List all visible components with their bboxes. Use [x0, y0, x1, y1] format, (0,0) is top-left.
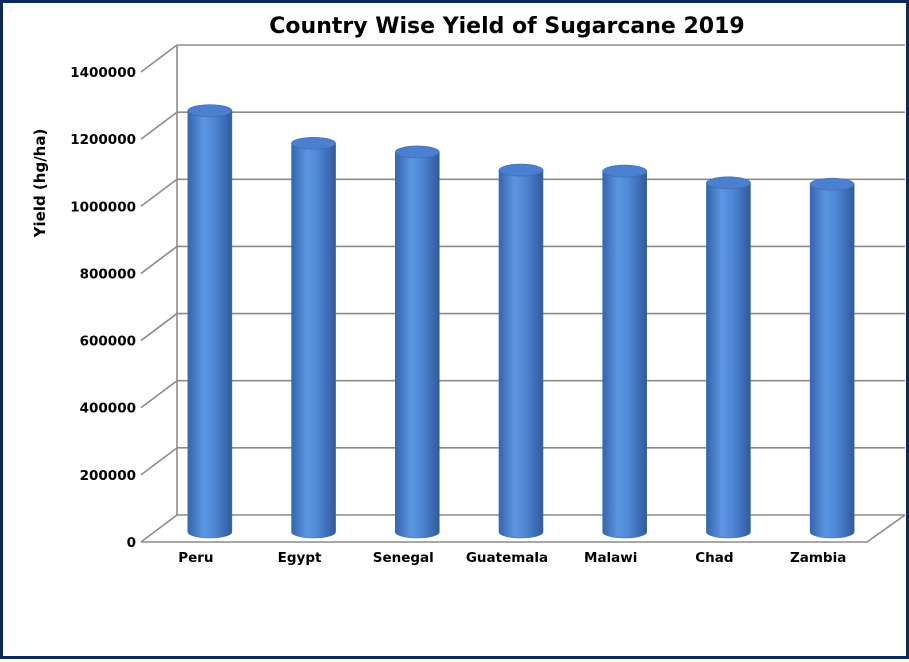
x-tick-label: Chad — [695, 550, 733, 566]
bar — [602, 164, 648, 539]
bar-top — [809, 177, 855, 191]
y-tick-label: 200000 — [80, 468, 136, 484]
grid-diagonal — [140, 312, 178, 342]
x-tick-label: Malawi — [584, 550, 637, 566]
chart-canvas: 0 200000 400000 600000 800000 1000000 1200000 1… — [31, 14, 906, 566]
y-tick-label: 1200000 — [70, 132, 136, 148]
y-tick-labels: 0 200000 400000 600000 800000 1000000 1200000 1… — [70, 65, 136, 551]
bar-body — [602, 170, 648, 539]
bar-body — [394, 151, 440, 539]
grid-diagonal — [140, 380, 178, 409]
bar — [498, 163, 544, 539]
x-tick-label: Peru — [178, 550, 213, 566]
x-tick-label: Zambia — [790, 550, 846, 566]
y-tick-label: 0 — [127, 535, 136, 551]
grid-diagonal — [140, 447, 178, 476]
bar-body — [498, 169, 544, 539]
y-tick-label: 800000 — [80, 266, 136, 282]
bar-top — [187, 104, 233, 117]
grid-diagonal — [140, 245, 178, 275]
grid-diagonal — [140, 178, 178, 207]
bar — [394, 145, 440, 539]
bar — [187, 104, 233, 539]
bar-top — [291, 136, 336, 150]
bar — [809, 177, 855, 539]
y-tick-label: 1000000 — [70, 199, 136, 215]
y-tick-label: 1400000 — [70, 65, 136, 81]
chart-title: Country Wise Yield of Sugarcane 2019 — [269, 14, 744, 39]
grid-diagonal — [140, 514, 178, 543]
bar-top — [498, 163, 544, 177]
x-tick-label: Egypt — [278, 550, 322, 566]
grid-diagonal — [140, 44, 178, 73]
y-tick-label: 600000 — [80, 334, 136, 350]
x-tick-labels: Peru Egypt Senegal Guatemala Malawi Chad Zambi… — [178, 550, 846, 566]
x-tick-label: Senegal — [373, 550, 434, 566]
bar-body — [291, 142, 336, 539]
bar — [291, 136, 336, 539]
bar-top — [602, 164, 648, 178]
bar-body — [809, 183, 855, 539]
bar — [706, 176, 751, 539]
y-axis-label: Yield (hg/ha) — [31, 129, 49, 239]
bar-layer — [187, 104, 855, 539]
y-tick-label: 400000 — [80, 401, 136, 417]
floor-right-edge — [866, 514, 906, 543]
bar-body — [706, 182, 751, 539]
grid-diagonal — [140, 111, 178, 140]
x-tick-label: Guatemala — [466, 550, 548, 566]
bar-top — [394, 145, 440, 159]
bar-body — [187, 110, 233, 539]
bar-top — [706, 176, 751, 190]
